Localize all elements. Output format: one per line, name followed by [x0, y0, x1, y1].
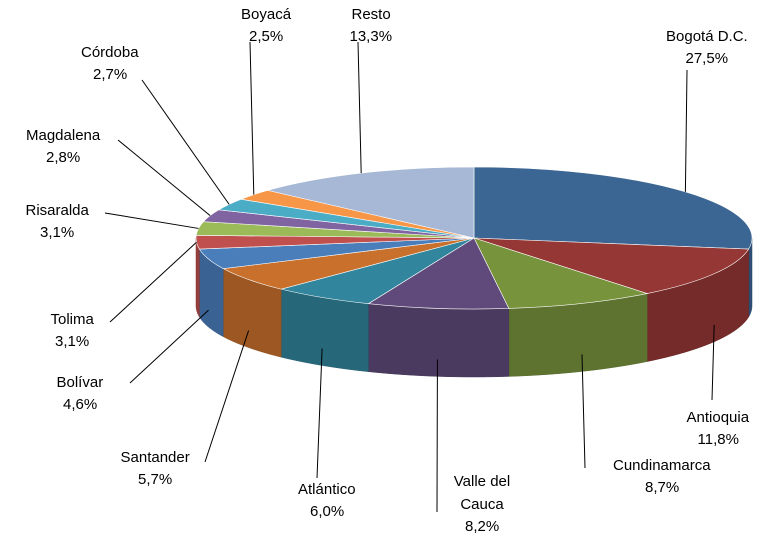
value-label: 8,7% [645, 479, 680, 496]
leader-line [129, 309, 209, 384]
slice-side [748, 237, 753, 318]
value-label: 11,8% [697, 431, 739, 448]
leader-line [141, 79, 230, 205]
value-label: 6,0% [310, 503, 345, 520]
slice-side [195, 237, 200, 318]
category-label: Bogotá D.C. [666, 28, 748, 45]
category-label: Córdoba [81, 44, 139, 61]
slice [473, 237, 750, 294]
leader-line [104, 212, 199, 229]
leader-line [357, 41, 362, 174]
value-label: 27,5% [685, 50, 729, 67]
leader-line [249, 41, 255, 195]
value-label: 2,7% [93, 66, 128, 83]
category-label: Valle del Cauca [453, 473, 511, 513]
category-label: Risaralda [25, 202, 89, 219]
category-label: Atlántico [298, 481, 356, 498]
slice-side [368, 303, 510, 378]
leader-line [684, 69, 688, 192]
value-label: 2,8% [46, 149, 81, 166]
category-label: Antioquia [686, 409, 750, 426]
value-label: 8,2% [465, 518, 500, 535]
category-label: Bolívar [56, 374, 104, 391]
leader-line [204, 330, 250, 463]
leader-line [109, 241, 197, 323]
slice [473, 166, 753, 250]
slice [267, 166, 475, 239]
slice [367, 237, 510, 310]
category-label: Santander [120, 449, 190, 466]
category-label: Boyacá [241, 6, 292, 23]
category-label: Resto [351, 6, 391, 23]
leader-line [316, 348, 323, 479]
leader-line [117, 139, 211, 217]
slice [473, 237, 649, 309]
category-label: Tolima [50, 311, 94, 328]
value-label: 3,1% [40, 224, 75, 241]
category-label: Cundinamarca [613, 457, 711, 474]
leader-line [581, 354, 586, 469]
leader-line [711, 324, 715, 401]
value-label: 3,1% [55, 333, 90, 350]
category-label: Magdalena [26, 127, 101, 144]
value-label: 13,3% [349, 28, 393, 45]
value-label: 2,5% [249, 28, 284, 45]
value-label: 4,6% [63, 396, 98, 413]
value-label: 5,7% [138, 471, 173, 488]
